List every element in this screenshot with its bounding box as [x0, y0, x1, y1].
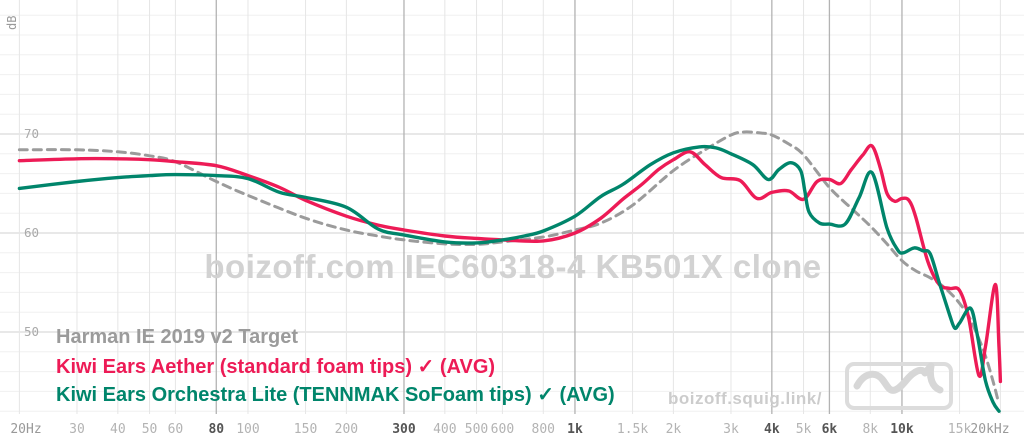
x-tick-label-3k: 3k	[723, 422, 739, 437]
x-tick-label-500: 500	[465, 422, 488, 437]
x-tick-label-100: 100	[236, 422, 259, 437]
x-tick-label-20Hz: 20Hz	[10, 422, 41, 437]
x-tick-label-10k: 10k	[890, 422, 914, 437]
x-tick-label-1k: 1k	[567, 422, 583, 437]
x-tick-label-4k: 4k	[764, 422, 780, 437]
x-tick-label-1.5k: 1.5k	[617, 422, 648, 437]
y-axis-label: dB	[5, 16, 19, 30]
x-tick-label-80: 80	[208, 422, 224, 437]
x-tick-label-150: 150	[294, 422, 317, 437]
x-tick-label-60: 60	[168, 422, 184, 437]
x-tick-label-400: 400	[433, 422, 456, 437]
x-tick-label-200: 200	[335, 422, 358, 437]
x-tick-label-300: 300	[392, 422, 416, 437]
curve-orchestra-lite[interactable]	[17, 144, 1001, 413]
x-tick-label-2k: 2k	[666, 422, 682, 437]
y-tick-label-70: 70	[24, 126, 39, 141]
y-tick-label-50: 50	[24, 324, 39, 339]
x-tick-label-600: 600	[491, 422, 514, 437]
x-tick-label-15k: 15k	[948, 422, 972, 437]
legend-item-aether[interactable]: Kiwi Ears Aether (standard foam tips) ✓ …	[56, 356, 496, 378]
x-tick-label-8k: 8k	[862, 422, 878, 437]
legend-item-orchestra-lite[interactable]: Kiwi Ears Orchestra Lite (TENNMAK SoFoam…	[56, 384, 615, 406]
x-tick-label-5k: 5k	[796, 422, 812, 437]
x-tick-label-40: 40	[110, 422, 126, 437]
curve-aether[interactable]	[17, 143, 1003, 384]
x-tick-label-6k: 6k	[822, 422, 838, 437]
y-tick-label-60: 60	[24, 225, 39, 240]
x-tick-label-800: 800	[532, 422, 555, 437]
x-tick-label-20kHz: 20kHz	[970, 422, 1009, 437]
legend-item-harman-target[interactable]: Harman IE 2019 v2 Target	[56, 326, 298, 348]
x-tick-label-50: 50	[142, 422, 158, 437]
x-tick-label-30: 30	[69, 422, 85, 437]
